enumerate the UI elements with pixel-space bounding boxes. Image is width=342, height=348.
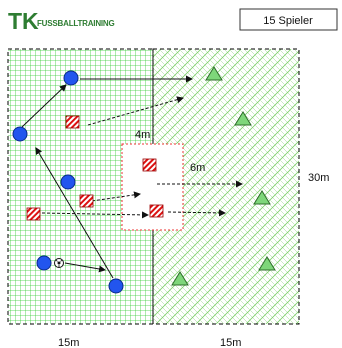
marker-square (65, 115, 80, 129)
player-count-label: 15 Spieler (263, 15, 313, 27)
cones (171, 66, 276, 286)
marker-square (149, 204, 164, 218)
pass-top (87, 96, 184, 126)
player-count-box: 15 Spieler (239, 8, 338, 31)
players (12, 70, 124, 294)
arrow-diagonal-long (35, 147, 114, 279)
marker-square (26, 207, 41, 221)
label-height: 30m (308, 172, 329, 184)
arrow-bottom-short (64, 262, 106, 273)
logo: TK FUSSBALLTRAINING (8, 8, 115, 34)
cone-triangle (253, 190, 271, 205)
player-circle (12, 126, 28, 142)
movement-arrows (21, 75, 193, 279)
markers (26, 115, 164, 221)
player-circle (60, 174, 76, 190)
label-left-width: 15m (58, 337, 79, 348)
pass-arrows (41, 96, 243, 219)
logo-mark: TK (8, 8, 39, 34)
arrow-left-up (21, 84, 67, 128)
label-zone-gap: 6m (190, 162, 205, 174)
marker-square (79, 194, 94, 208)
player-circle (63, 70, 79, 86)
cone-triangle (234, 111, 252, 126)
player-circle (108, 278, 124, 294)
player-circle (36, 255, 52, 271)
cone-triangle (258, 256, 276, 271)
pass-lower-left (41, 211, 149, 219)
cone-triangle (171, 271, 189, 286)
logo-text: FUSSBALLTRAINING (37, 19, 115, 28)
pass-center-lower (167, 209, 226, 217)
ball-icon (54, 258, 64, 268)
label-inner-gap: 4m (135, 129, 150, 141)
label-right-width: 15m (220, 337, 241, 348)
cone-triangle (205, 66, 223, 81)
pass-mid-left (91, 191, 141, 202)
marker-square (142, 158, 157, 172)
